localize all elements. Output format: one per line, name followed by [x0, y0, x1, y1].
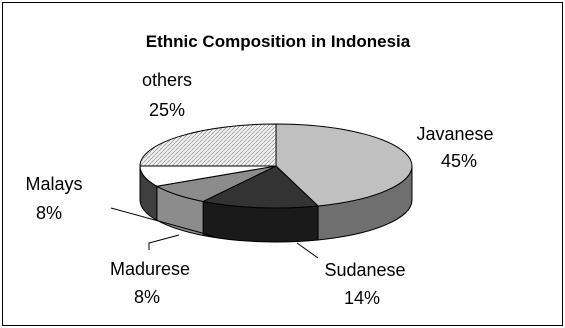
leader-line-malays: [110, 207, 214, 237]
slice-label-sudanese: Sudanese: [324, 260, 405, 280]
slice-value-sudanese: 14%: [344, 288, 380, 308]
pie-tops: [139, 123, 413, 209]
slice-value-madurese: 8%: [134, 287, 160, 307]
leader-line-sudanese: [296, 242, 319, 259]
slice-label-others: others: [142, 70, 192, 90]
slice-value-javanese: 45%: [441, 151, 477, 171]
leader-line-madurese: [148, 234, 180, 250]
pie-chart: Ethnic Composition in Indonesia Javanese…: [25, 32, 493, 308]
pie-slice-sudanese: [201, 165, 320, 209]
chart-title: Ethnic Composition in Indonesia: [146, 32, 411, 51]
slice-value-malays: 8%: [36, 203, 62, 223]
slice-label-madurese: Madurese: [110, 259, 190, 279]
pie-slice-javanese: [275, 123, 413, 207]
slice-label-javanese: Javanese: [416, 124, 493, 144]
pie-sides: [139, 165, 413, 243]
slice-label-malays: Malays: [25, 174, 82, 194]
slice-value-others: 25%: [149, 100, 185, 120]
pie-slice-others: [139, 123, 277, 167]
